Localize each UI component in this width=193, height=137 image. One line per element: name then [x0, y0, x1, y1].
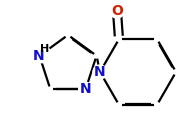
Text: N: N	[94, 65, 106, 79]
Circle shape	[110, 4, 124, 18]
Text: O: O	[111, 4, 123, 18]
Text: N: N	[80, 82, 91, 96]
Text: H: H	[40, 44, 49, 54]
Text: N: N	[33, 49, 44, 63]
Circle shape	[93, 65, 107, 79]
Circle shape	[32, 45, 50, 63]
Circle shape	[79, 82, 93, 96]
